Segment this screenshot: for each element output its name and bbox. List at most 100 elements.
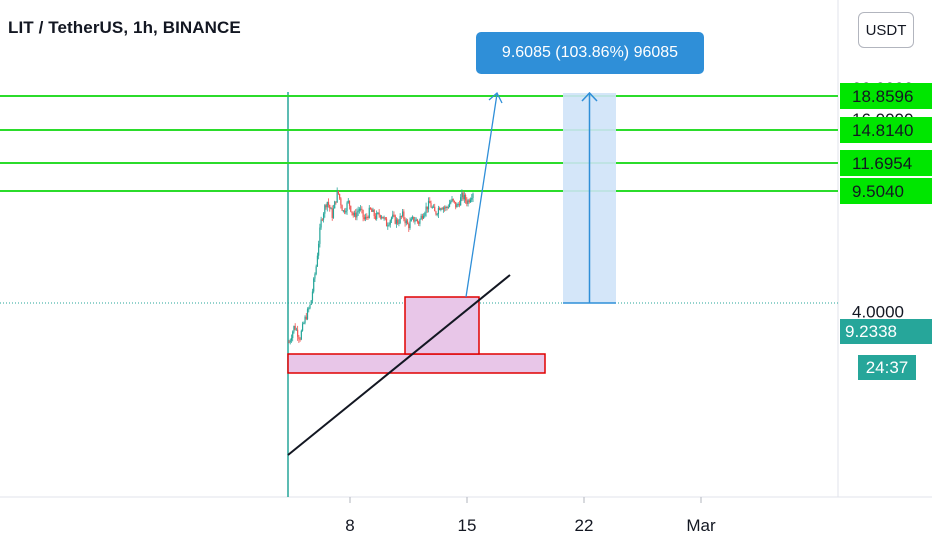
candle-body (358, 209, 360, 211)
level-badge (840, 150, 932, 176)
candle-body (404, 218, 406, 224)
candle-body (431, 207, 433, 209)
candle-body (347, 200, 349, 203)
candle-body (297, 329, 299, 337)
candle-body (366, 216, 368, 218)
candle-body (393, 214, 395, 216)
candle-body (345, 211, 347, 213)
candle-body (448, 203, 451, 207)
candle-body (321, 219, 323, 221)
candle-body (322, 213, 325, 220)
candle-body (439, 208, 441, 210)
currency-button[interactable]: USDT (858, 12, 914, 48)
candle-body (458, 203, 461, 206)
candle-body (348, 200, 351, 206)
candle-body (371, 209, 373, 212)
candle-body (425, 206, 427, 213)
breakout-zone[interactable] (404, 296, 480, 355)
candle-body (390, 217, 393, 221)
candle-body (400, 216, 402, 218)
candle-body (361, 208, 363, 210)
candle-body (343, 210, 346, 213)
candle-body (415, 219, 417, 221)
candle-body (424, 212, 426, 216)
candles (288, 187, 474, 345)
candle-body (341, 205, 343, 211)
ascending-trendline[interactable] (287, 274, 511, 456)
candle-body (403, 211, 405, 219)
candle-body (457, 203, 459, 205)
candle-body (330, 208, 332, 210)
candle-body (442, 207, 444, 210)
candle-body (413, 216, 415, 222)
candle-body (471, 197, 473, 200)
candle-body (295, 329, 298, 331)
candle-body (311, 291, 314, 301)
candle-body (353, 212, 356, 216)
countdown-badge (858, 355, 916, 380)
candle-body (466, 200, 468, 204)
candle-body (427, 200, 430, 210)
candle-body (399, 216, 401, 223)
level-badge (840, 178, 932, 204)
candle-body (402, 211, 404, 217)
candle-body (392, 214, 394, 218)
measure-label[interactable]: 9.6085 (103.86%) 96085 (476, 32, 704, 74)
candle-body (319, 227, 321, 244)
candle-body (334, 201, 336, 209)
candle-body (389, 220, 391, 225)
candle-body (298, 336, 300, 339)
candle-body (416, 219, 419, 222)
candle-body (411, 216, 414, 219)
candle-body (301, 323, 304, 331)
candle-body (309, 304, 311, 309)
candle-body (313, 278, 315, 292)
candle-body (420, 215, 422, 220)
candle-body (364, 216, 367, 220)
candle-body (288, 342, 290, 344)
candle-body (435, 211, 437, 215)
candle-body (363, 217, 365, 220)
support-zone[interactable] (287, 353, 546, 374)
candle-body (305, 316, 307, 320)
projection-arrow-shaft[interactable] (465, 93, 498, 298)
candle-body (293, 325, 295, 332)
candle-body (472, 193, 474, 198)
candle-body (346, 202, 348, 212)
candle-body (294, 325, 296, 330)
x-tick-label: Mar (686, 516, 716, 535)
countdown-label: 24:37 (866, 358, 909, 377)
candle-body (398, 222, 400, 224)
candle-body (376, 212, 378, 220)
candle-body (462, 192, 464, 200)
candle-body (460, 197, 462, 206)
candle-body (379, 215, 381, 218)
candle-body (445, 206, 447, 208)
candle-body (414, 220, 416, 222)
candle-body (437, 208, 440, 215)
candle-body (355, 212, 357, 218)
candle-body (303, 322, 305, 324)
candle-body (453, 200, 456, 202)
candle-body (383, 217, 385, 219)
candle-body (331, 208, 333, 218)
candle-body (342, 210, 344, 212)
candle-body (406, 220, 409, 225)
candle-body (356, 212, 358, 218)
candle-body (367, 216, 369, 218)
candle-body (455, 201, 457, 208)
candle-body (318, 243, 320, 256)
x-tick-label: 15 (458, 516, 477, 535)
measure-arrow-head (581, 91, 598, 102)
candle-body (395, 219, 398, 224)
candle-body (426, 206, 428, 210)
candle-body (373, 209, 375, 217)
candle-body (315, 266, 317, 275)
candle-body (410, 218, 412, 222)
candle-body (447, 206, 449, 208)
x-tick-label: 8 (345, 516, 354, 535)
candle-body (397, 219, 399, 224)
candle-body (335, 201, 337, 203)
candle-body (377, 212, 379, 214)
